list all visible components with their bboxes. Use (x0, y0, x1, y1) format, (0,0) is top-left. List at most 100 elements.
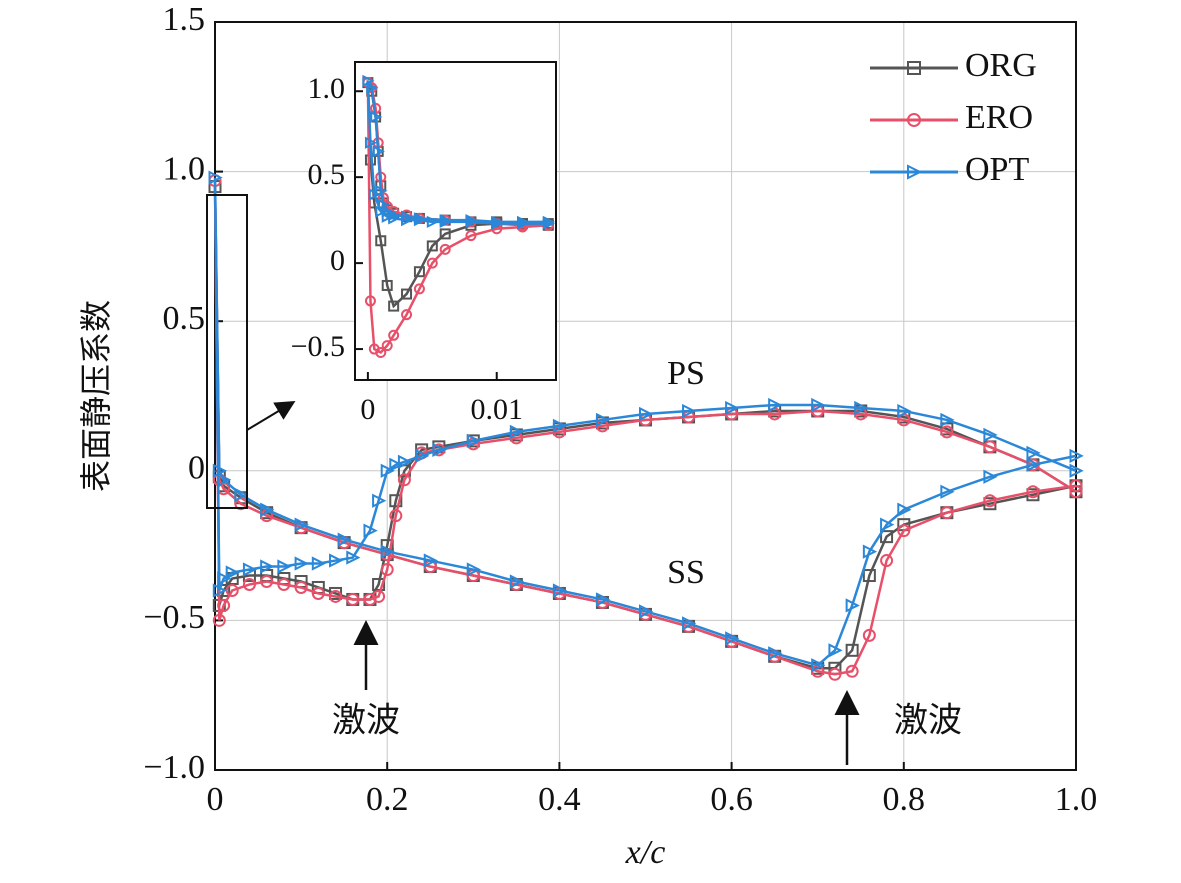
marker (389, 509, 403, 523)
x-tick-label: 0.8 (883, 781, 926, 818)
marker (845, 664, 859, 678)
marker (983, 427, 998, 443)
y-tick-label: −0.5 (143, 599, 205, 636)
marker (1069, 463, 1084, 478)
marker (277, 577, 291, 591)
inset-plot: −0.5 0 0.5 1.0 0 0.01 (291, 61, 557, 426)
marker (682, 616, 697, 631)
marker (311, 556, 327, 571)
legend-label: ORG (965, 47, 1037, 84)
marker (439, 228, 451, 240)
marker (381, 340, 393, 352)
y-tick-label: 1.0 (308, 72, 346, 105)
marker (242, 562, 258, 577)
marker (639, 604, 654, 619)
marker (363, 592, 377, 606)
marker (217, 571, 232, 586)
marker (845, 643, 859, 657)
marker (509, 424, 525, 440)
legend-label: OPT (965, 151, 1029, 188)
marker (1069, 448, 1084, 463)
marker (329, 589, 343, 603)
marker (380, 544, 395, 559)
marker (845, 598, 860, 613)
marker (381, 210, 394, 223)
marker (880, 517, 895, 532)
marker (426, 215, 440, 228)
marker (380, 463, 395, 478)
marker (375, 235, 387, 247)
y-tick-label: 0.5 (308, 158, 346, 191)
zoom-arrow (246, 400, 296, 431)
y-tick-label: 1.0 (163, 150, 206, 187)
marker (375, 205, 388, 218)
marker (983, 440, 997, 454)
marker (1069, 485, 1083, 499)
plot-frame (354, 61, 557, 381)
marker (364, 295, 376, 307)
marker (940, 412, 955, 428)
marker (595, 592, 611, 607)
zoom-box (206, 194, 248, 509)
marker (389, 457, 404, 472)
annotation: PS (667, 355, 705, 392)
marker (1026, 445, 1041, 460)
legend-label: ERO (965, 99, 1033, 136)
marker (439, 243, 451, 255)
marker (639, 406, 654, 422)
legend-marker (907, 164, 923, 180)
marker (401, 309, 413, 321)
marker (552, 418, 568, 434)
marker (217, 598, 231, 612)
marker (940, 484, 955, 499)
marker (509, 574, 525, 589)
marker (260, 502, 275, 517)
x-tick-label: 0.01 (470, 393, 523, 426)
marker (388, 300, 400, 312)
marker (380, 563, 394, 577)
marker (294, 580, 308, 594)
marker (595, 412, 611, 428)
marker (1069, 479, 1083, 493)
annotation: 激波 (894, 701, 962, 741)
x-axis-title: x/c (625, 834, 666, 871)
marker (225, 565, 240, 580)
marker (880, 530, 894, 544)
series-line (213, 180, 1077, 676)
marker (880, 554, 894, 568)
x-tick-label: 0.4 (538, 781, 581, 818)
marker (337, 532, 352, 547)
legend-marker (907, 113, 921, 127)
marker (426, 257, 438, 269)
marker (242, 577, 256, 591)
annotation: 激波 (332, 701, 400, 741)
marker (372, 589, 386, 603)
marker (212, 463, 228, 478)
marker (346, 550, 361, 565)
marker (375, 184, 388, 198)
marker (1026, 485, 1040, 499)
marker (329, 553, 344, 568)
y-tick-label: −1.0 (143, 749, 205, 786)
marker (415, 448, 430, 463)
marker (542, 217, 556, 230)
marker (364, 136, 378, 149)
marker (397, 454, 413, 469)
marker (413, 214, 427, 227)
marker (983, 469, 998, 484)
marker (682, 403, 697, 419)
marker (423, 553, 438, 568)
series-line (213, 177, 1077, 667)
marker (389, 494, 403, 508)
marker (372, 493, 387, 508)
marker (370, 110, 383, 124)
marker (388, 212, 401, 225)
legend-marker (907, 61, 921, 75)
x-tick-label: 1.0 (1055, 781, 1098, 818)
marker (466, 433, 482, 448)
y-axis-title: 表面静压系数 (77, 300, 115, 492)
annotation: SS (667, 554, 705, 591)
marker (212, 583, 228, 598)
marker (375, 346, 387, 358)
